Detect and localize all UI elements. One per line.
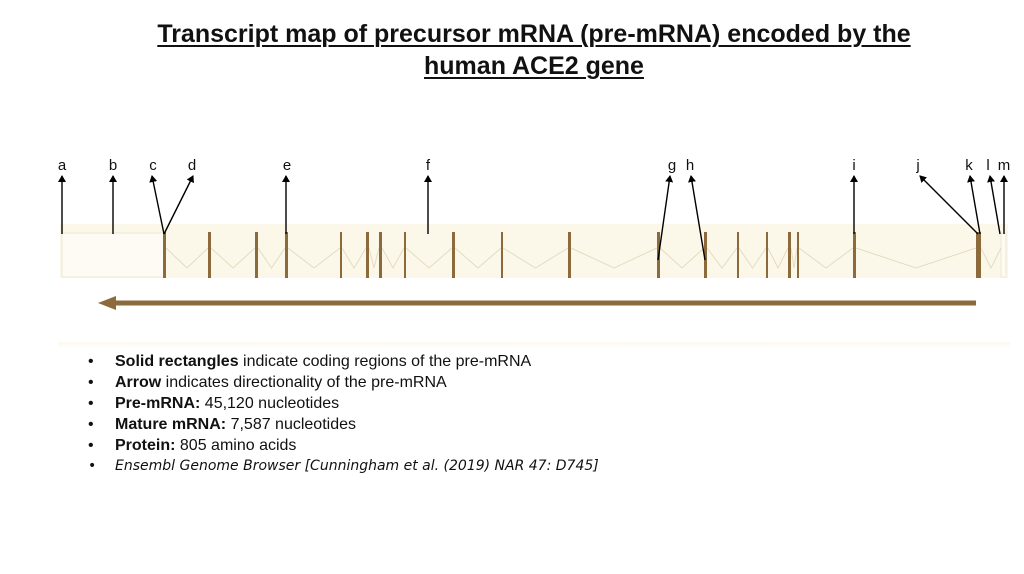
- bullet-dot: •: [88, 416, 94, 433]
- label-pointer: [657, 175, 674, 261]
- label-m: m: [998, 157, 1011, 174]
- bullet-item: • Pre-mRNA: 45,120 nucleotides: [88, 393, 599, 414]
- bullet-bold: Arrow: [115, 374, 162, 391]
- exon-rectangle: [797, 232, 799, 278]
- title-line-1: Transcript map of precursor mRNA (pre-mR…: [157, 20, 911, 48]
- label-e: e: [283, 157, 291, 174]
- label-pointer: [163, 175, 194, 235]
- intron-line: [570, 247, 658, 269]
- intron-line: [368, 247, 380, 269]
- exon-rectangle: [704, 232, 707, 278]
- bullet-item: • Arrow indicates directionality of the p…: [88, 372, 599, 393]
- utr-box: [61, 232, 165, 278]
- intron-line: [767, 247, 789, 270]
- bullet-text: 7,587 nucleotides: [226, 416, 356, 433]
- bullet-dot: •: [88, 437, 94, 454]
- page-title: Transcript map of precursor mRNA (pre-mR…: [0, 18, 1024, 82]
- exon-rectangle: [285, 232, 288, 278]
- exon-rectangle: [976, 232, 981, 278]
- label-g: g: [668, 157, 676, 174]
- bullet-item: • Mature mRNA: 7,587 nucleotides: [88, 414, 599, 435]
- label-pointer: [919, 175, 979, 235]
- intron-line: [257, 247, 286, 269]
- intron-line: [210, 247, 256, 269]
- transcript-band: [60, 224, 1008, 278]
- intron-line: [381, 247, 405, 270]
- label-pointer: [987, 175, 1001, 235]
- intron-line: [405, 247, 453, 269]
- label-c: c: [149, 157, 157, 174]
- exon-rectangle: [737, 232, 739, 278]
- bullet-text: 45,120 nucleotides: [200, 395, 340, 412]
- intron-line: [790, 247, 798, 269]
- exon-rectangle: [452, 232, 455, 278]
- exon-rectangle: [163, 232, 166, 278]
- label-f: f: [426, 157, 431, 174]
- bullet-dot: •: [88, 374, 94, 391]
- exon-rectangle: [766, 232, 768, 278]
- bullet-item: • Protein: 805 amino acids: [88, 435, 599, 456]
- bullet-bold: Solid rectangles: [115, 353, 239, 370]
- citation-text: Ensembl Genome Browser [Cunningham et al…: [115, 458, 599, 474]
- intron-line: [165, 247, 209, 269]
- exon-rectangle: [379, 232, 382, 278]
- title-line-2: human ACE2 gene: [424, 52, 644, 80]
- label-d: d: [188, 157, 196, 174]
- label-l: l: [986, 157, 989, 174]
- label-b: b: [109, 157, 117, 174]
- label-k: k: [965, 157, 973, 174]
- bullet-dot: •: [88, 458, 97, 474]
- bullet-bold: Pre-mRNA:: [115, 395, 201, 412]
- label-h: h: [686, 157, 694, 174]
- section-divider: [58, 342, 1010, 348]
- intron-line: [798, 247, 854, 269]
- exon-rectangle: [501, 232, 503, 278]
- direction-arrow-head: [98, 296, 116, 310]
- label-pointer: [149, 175, 165, 235]
- bullet-bold: Mature mRNA:: [115, 416, 227, 433]
- bullet-text: indicate coding regions of the pre-mRNA: [238, 353, 532, 370]
- intron-line: [502, 247, 569, 269]
- intron-lines: [165, 247, 1002, 270]
- exon-rectangle: [340, 232, 342, 278]
- exon-rectangle: [788, 232, 791, 278]
- exon-rectangle: [853, 232, 856, 278]
- exon-rectangle: [568, 232, 571, 278]
- bullet-list: • Solid rectangles indicate coding region…: [88, 351, 599, 477]
- utr-box-end: [1000, 232, 1007, 278]
- intron-line: [454, 247, 502, 269]
- bullet-text: 805 amino acids: [175, 437, 297, 454]
- direction-arrow: [98, 296, 976, 310]
- exon-rectangle: [208, 232, 211, 278]
- intron-line: [706, 247, 738, 269]
- bullet-dot: •: [88, 395, 94, 412]
- label-pointer: [967, 175, 981, 235]
- label-j: j: [915, 157, 919, 174]
- bullet-bold: Protein:: [115, 437, 176, 454]
- exon-rectangle: [366, 232, 369, 278]
- bullet-item: • Solid rectangles indicate coding region…: [88, 351, 599, 372]
- label-a: a: [58, 157, 67, 174]
- exon-rectangles: [163, 232, 981, 278]
- exon-rectangle: [404, 232, 406, 278]
- exon-rectangle: [255, 232, 258, 278]
- citation-item: • Ensembl Genome Browser [Cunningham et a…: [88, 456, 599, 477]
- intron-line: [287, 247, 341, 269]
- bullet-dot: •: [88, 353, 94, 370]
- intron-line: [738, 247, 767, 269]
- intron-line: [855, 247, 977, 269]
- label-i: i: [852, 157, 855, 174]
- label-pointers: [58, 175, 1008, 261]
- intron-line: [659, 247, 705, 269]
- intron-line: [980, 247, 1002, 270]
- intron-line: [341, 247, 367, 269]
- label-pointer: [688, 175, 706, 261]
- bullet-text: indicates directionality of the pre-mRNA: [161, 374, 447, 391]
